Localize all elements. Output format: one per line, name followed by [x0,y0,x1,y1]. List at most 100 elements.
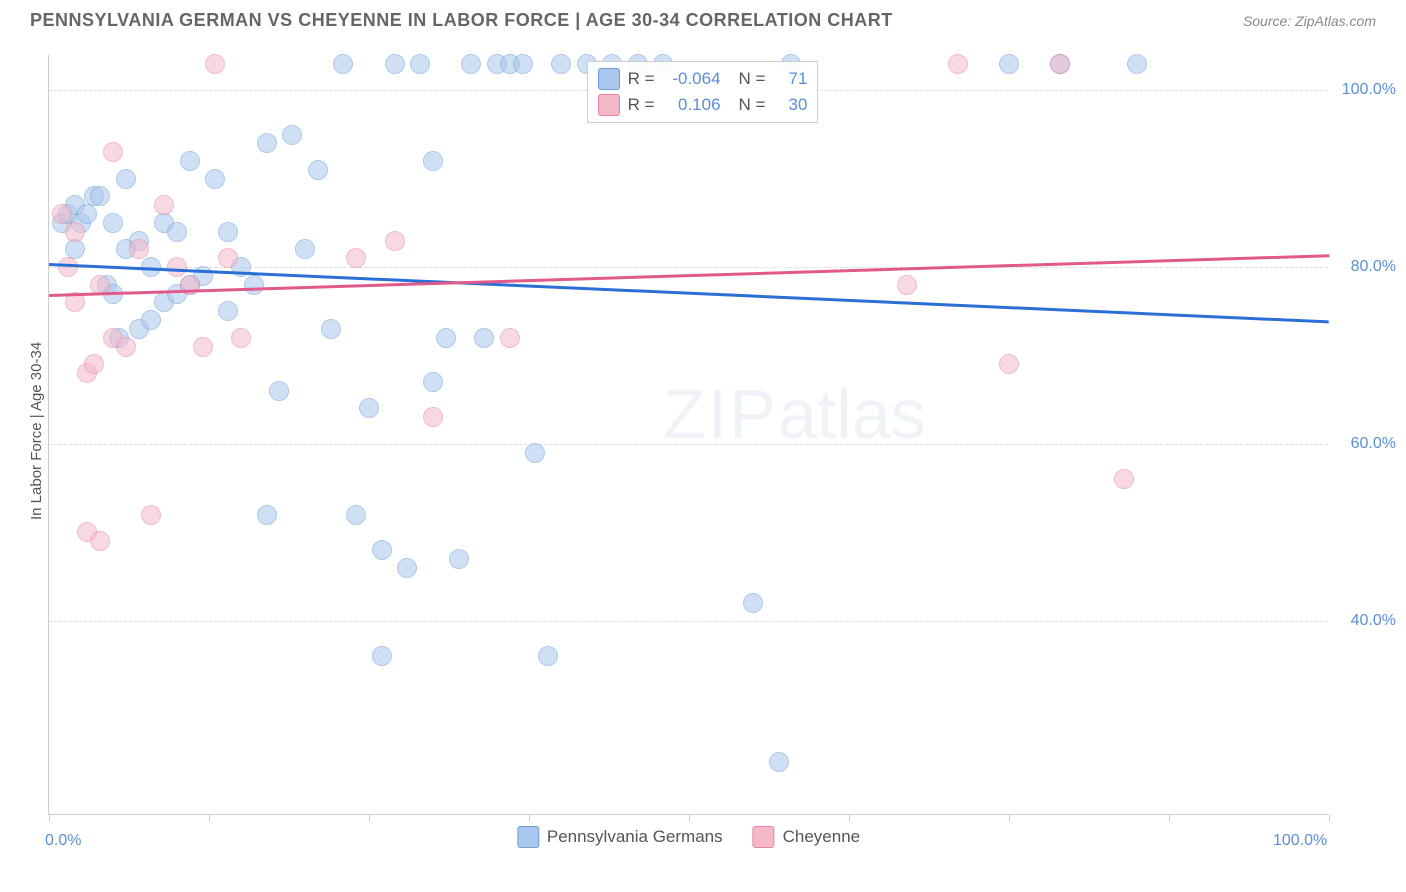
scatter-point [385,54,405,74]
scatter-point [423,151,443,171]
y-tick-label: 40.0% [1351,612,1396,630]
scatter-point [436,328,456,348]
scatter-point [269,381,289,401]
scatter-point [65,222,85,242]
scatter-point [282,125,302,145]
scatter-point [333,54,353,74]
scatter-point [167,257,187,277]
scatter-point [141,505,161,525]
scatter-point [359,398,379,418]
gridline [49,621,1328,622]
scatter-point [218,222,238,242]
legend-swatch [598,94,620,116]
scatter-point [346,505,366,525]
scatter-point [90,531,110,551]
scatter-point [1050,54,1070,74]
scatter-point [321,319,341,339]
chart-source: Source: ZipAtlas.com [1243,13,1376,29]
chart-title: PENNSYLVANIA GERMAN VS CHEYENNE IN LABOR… [30,10,893,31]
x-tick [369,814,370,822]
watermark-light: atlas [778,375,926,453]
y-tick-label: 60.0% [1351,435,1396,453]
x-tick [1009,814,1010,822]
scatter-point [244,275,264,295]
scatter-point [116,337,136,357]
scatter-point [205,54,225,74]
legend-r-label: R = [628,69,655,89]
scatter-point [372,646,392,666]
x-tick [689,814,690,822]
x-tick [49,814,50,822]
scatter-point [948,54,968,74]
scatter-point [167,222,187,242]
scatter-point [525,443,545,463]
x-tick [1169,814,1170,822]
legend-swatch [598,68,620,90]
gridline [49,444,1328,445]
scatter-point [257,133,277,153]
scatter-point [180,151,200,171]
x-tick [529,814,530,822]
y-tick-label: 80.0% [1351,258,1396,276]
scatter-point [77,204,97,224]
legend-n-value: 30 [773,95,807,115]
legend-r-value: -0.064 [663,69,721,89]
scatter-point [449,549,469,569]
scatter-point [141,310,161,330]
scatter-point [423,372,443,392]
series-name: Cheyenne [783,827,861,847]
scatter-point [218,301,238,321]
legend-r-value: 0.106 [663,95,721,115]
trendline [49,263,1329,323]
scatter-point [231,328,251,348]
series-name: Pennsylvania Germans [547,827,723,847]
scatter-point [103,142,123,162]
scatter-point [295,239,315,259]
scatter-point [116,169,136,189]
x-tick [209,814,210,822]
x-tick-label: 100.0% [1273,832,1327,850]
scatter-point [205,169,225,189]
scatter-point [769,752,789,772]
y-axis-label: In Labor Force | Age 30-34 [28,342,45,520]
scatter-point [1127,54,1147,74]
legend-n-value: 71 [773,69,807,89]
x-tick [849,814,850,822]
x-tick-label: 0.0% [45,832,81,850]
scatter-point [474,328,494,348]
watermark: ZIPatlas [663,374,926,454]
scatter-point [385,231,405,251]
scatter-point [346,248,366,268]
scatter-point [423,407,443,427]
series-legend-item: Cheyenne [753,824,861,850]
scatter-point [52,204,72,224]
scatter-point [218,248,238,268]
scatter-point [90,186,110,206]
scatter-point [193,337,213,357]
legend-swatch [517,826,539,848]
chart-header: PENNSYLVANIA GERMAN VS CHEYENNE IN LABOR… [0,0,1406,36]
scatter-point [500,328,520,348]
scatter-point [461,54,481,74]
scatter-point [410,54,430,74]
legend-swatch [753,826,775,848]
x-tick [1329,814,1330,822]
scatter-point [103,213,123,233]
scatter-point [743,593,763,613]
series-legend: Pennsylvania Germans Cheyenne [517,824,860,850]
scatter-point [513,54,533,74]
watermark-bold: ZIP [663,375,778,453]
scatter-point [551,54,571,74]
legend-n-label: N = [739,95,766,115]
legend-row: R = 0.106 N = 30 [598,92,808,118]
legend-n-label: N = [739,69,766,89]
scatter-point [897,275,917,295]
legend-r-label: R = [628,95,655,115]
scatter-point [154,195,174,215]
scatter-point [129,239,149,259]
scatter-point [308,160,328,180]
scatter-point [999,54,1019,74]
y-tick-label: 100.0% [1342,81,1396,99]
scatter-point [397,558,417,578]
scatter-point [257,505,277,525]
